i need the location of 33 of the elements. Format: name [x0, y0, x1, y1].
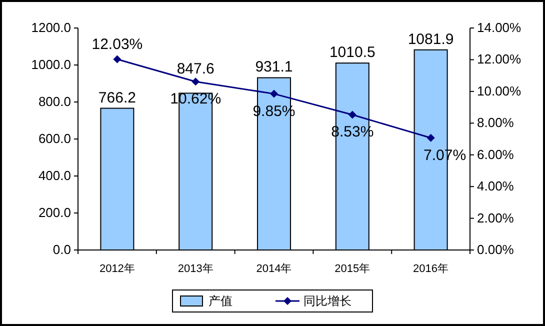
data-label: 766.2 [98, 89, 136, 106]
data-label: 1010.5 [329, 44, 376, 62]
y2-tick-label: 10.00% [477, 83, 522, 98]
y2-tick-label: 6.00% [477, 146, 514, 162]
data-label: 847.6 [176, 60, 214, 78]
data-label: 1081.9 [408, 30, 454, 48]
point [192, 78, 200, 86]
point [426, 134, 435, 142]
x-tick-label: 2015年 [334, 263, 370, 275]
y2-tick-label: 12.00% [477, 52, 522, 67]
legend-label: 产值 [208, 294, 232, 308]
y2-tick-label: 14.00% [477, 20, 522, 35]
y-tick-label: 1000.0 [31, 57, 71, 72]
x-tick-label: 2014年 [256, 263, 292, 275]
point [270, 90, 278, 98]
y2-tick-label: 0.00% [477, 242, 514, 257]
y-tick-label: 200.0 [38, 205, 71, 220]
y-tick-label: 800.0 [38, 94, 71, 109]
data-label: 12.03% [92, 36, 143, 54]
legend-label: 同比增长 [304, 294, 352, 308]
y-tick-label: 400.0 [38, 168, 71, 183]
y2-tick-label: 8.00% [477, 115, 514, 130]
x-tick-label: 2012年 [99, 263, 135, 275]
y-tick-label: 600.0 [38, 131, 71, 146]
y-tick-label: 1200.0 [31, 20, 71, 35]
y-tick-label: 0.0 [52, 242, 71, 257]
point [348, 110, 356, 119]
data-label: 931.1 [255, 58, 293, 76]
y2-tick-label: 4.00% [477, 178, 514, 194]
y2-tick-label: 2.00% [477, 210, 514, 226]
x-tick-label: 2013年 [178, 263, 214, 275]
x-tick-label: 2016年 [413, 263, 449, 275]
point [113, 55, 122, 64]
